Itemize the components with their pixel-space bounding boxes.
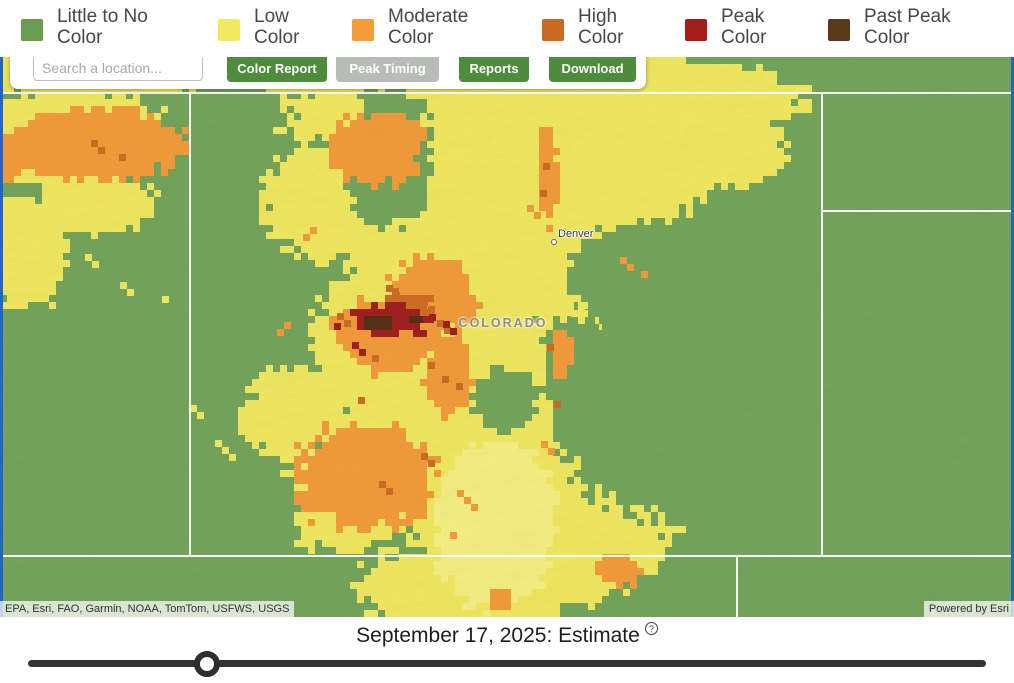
powered-by-esri: Powered by Esri (923, 601, 1014, 617)
help-icon[interactable]: ? (644, 622, 658, 635)
legend-item-peak-color: Peak Color (685, 0, 766, 48)
color-report-button[interactable]: Color Report (227, 57, 327, 82)
map-toolbar: Color Report Peak Timing Reports Downloa… (10, 57, 646, 89)
colorado-state-label: COLORADO (458, 316, 548, 330)
state-boundaries (0, 92, 1014, 617)
foliage-map[interactable]: Denver COLORADO Color Report Peak Timing… (0, 57, 1014, 617)
legend-label: High Color (578, 6, 624, 48)
legend-label: Little to No Color (57, 6, 148, 48)
slider-handle[interactable] (194, 651, 221, 677)
legend-swatch-brown (828, 19, 850, 41)
legend-item-high-color: High Color (542, 0, 623, 48)
legend-item-little-to-no-color: Little to No Color (21, 0, 148, 48)
map-attribution: EPA, Esri, FAO, Garmin, NOAA, TomTom, US… (0, 601, 295, 617)
legend-swatch-green (21, 19, 43, 41)
denver-label: Denver (558, 228, 594, 240)
terrain-hillshade (0, 57, 1014, 617)
denver-city-dot (551, 239, 557, 245)
map-focus-edges (0, 57, 1014, 617)
timeline-slider (0, 648, 1014, 682)
download-button[interactable]: Download (549, 57, 636, 82)
legend-item-low-color: Low Color (218, 0, 299, 48)
legend-swatch-red (685, 19, 707, 41)
peak-timing-button[interactable]: Peak Timing (336, 57, 439, 82)
search-input[interactable] (33, 57, 203, 81)
date-row: September 17, 2025: Estimate? (0, 622, 1014, 648)
legend-item-past-peak-color: Past Peak Color (828, 0, 951, 48)
reports-button[interactable]: Reports (459, 57, 529, 82)
legend-label: Moderate Color (388, 6, 469, 48)
legend-swatch-orange (352, 19, 374, 41)
legend-label: Peak Color (721, 6, 767, 48)
legend-swatch-yellow (218, 19, 240, 41)
legend-label: Past Peak Color (864, 6, 951, 48)
slider-track[interactable] (28, 660, 986, 667)
map-canvas[interactable] (0, 57, 1014, 617)
legend-label: Low Color (254, 6, 300, 48)
date-estimate-label: September 17, 2025: Estimate (356, 624, 640, 647)
legend-swatch-dark-orange (542, 19, 564, 41)
legend-item-moderate-color: Moderate Color (352, 0, 468, 48)
foliage-legend: Little to No Color Low Color Moderate Co… (0, 0, 1014, 57)
